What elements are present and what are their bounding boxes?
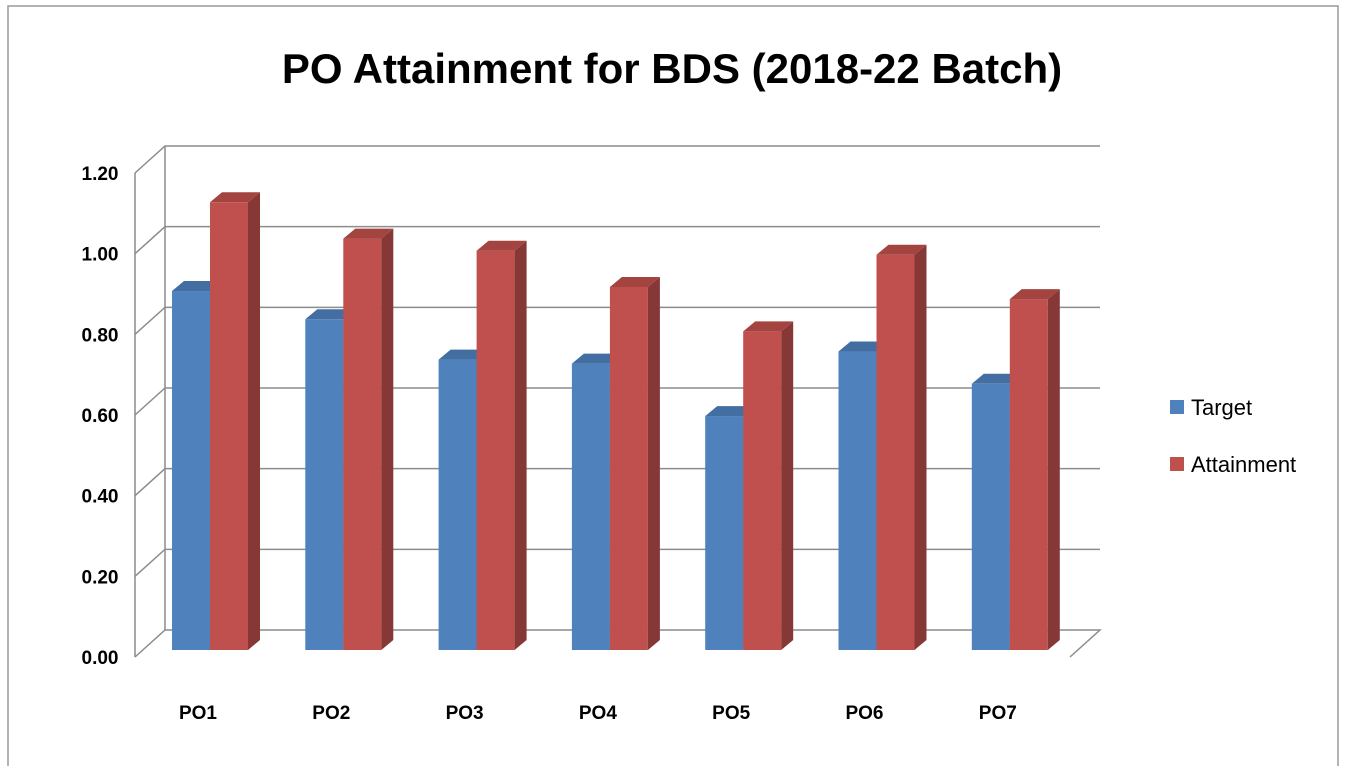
y-tick-label: 0.60 xyxy=(82,406,119,427)
bar-top xyxy=(1009,289,1060,300)
bar-front xyxy=(343,238,382,650)
bar xyxy=(743,321,794,650)
bar-top xyxy=(971,373,1022,384)
bar-top xyxy=(476,240,527,251)
bar-top xyxy=(705,406,756,417)
bar-top xyxy=(438,349,489,360)
x-tick-label: PO1 xyxy=(179,703,217,724)
bar-front xyxy=(438,359,477,650)
y-tick-label: 1.20 xyxy=(82,164,119,185)
bar-front xyxy=(476,250,515,650)
x-tick-label: PO3 xyxy=(446,703,484,724)
bar-front xyxy=(838,351,877,650)
bar-top xyxy=(609,277,660,287)
bar-side xyxy=(1047,289,1060,650)
bar xyxy=(343,228,394,650)
bar-side xyxy=(647,277,660,650)
bar-front xyxy=(172,291,210,650)
bar xyxy=(210,192,260,651)
bar-side xyxy=(514,240,527,650)
bar-front xyxy=(1009,299,1048,650)
bar-front xyxy=(609,287,648,650)
bar-top xyxy=(210,192,260,203)
bar-side xyxy=(381,228,394,650)
bar-top xyxy=(172,281,222,292)
x-tick-label: PO6 xyxy=(845,703,883,724)
bar-top xyxy=(876,244,927,255)
bar-top xyxy=(343,228,394,239)
bar xyxy=(609,277,660,650)
bar xyxy=(476,240,527,650)
y-tick-label: 0.00 xyxy=(82,648,119,669)
x-tick-label: PO2 xyxy=(312,703,350,724)
x-tick-label: PO7 xyxy=(979,703,1017,724)
y-tick-label: 0.40 xyxy=(82,487,119,508)
bar xyxy=(876,244,927,650)
bar-front xyxy=(571,363,610,650)
bar-top xyxy=(743,321,794,332)
bar-side xyxy=(914,244,927,650)
y-tick-label: 0.80 xyxy=(82,325,119,346)
bar-front xyxy=(305,319,344,650)
bar-front xyxy=(705,416,744,650)
chart-title: PO Attainment for BDS (2018-22 Batch) xyxy=(282,45,1062,92)
bar-side xyxy=(248,192,260,651)
y-tick-label: 1.00 xyxy=(82,245,119,266)
bar-front xyxy=(971,383,1010,650)
legend-label: Attainment xyxy=(1191,452,1296,477)
bar-front xyxy=(743,331,782,650)
bar-top xyxy=(305,309,356,320)
legend-label: Target xyxy=(1191,395,1252,420)
x-tick-label: PO4 xyxy=(579,703,617,724)
bar-front xyxy=(876,254,915,650)
bar-top xyxy=(838,341,889,352)
bar-front xyxy=(210,202,248,651)
legend-swatch xyxy=(1170,400,1184,414)
bar-side xyxy=(781,321,794,650)
bar xyxy=(1009,289,1060,650)
y-tick-label: 0.20 xyxy=(82,567,119,588)
bar-top xyxy=(571,353,622,364)
legend-swatch xyxy=(1170,457,1184,471)
x-tick-label: PO5 xyxy=(712,703,750,724)
